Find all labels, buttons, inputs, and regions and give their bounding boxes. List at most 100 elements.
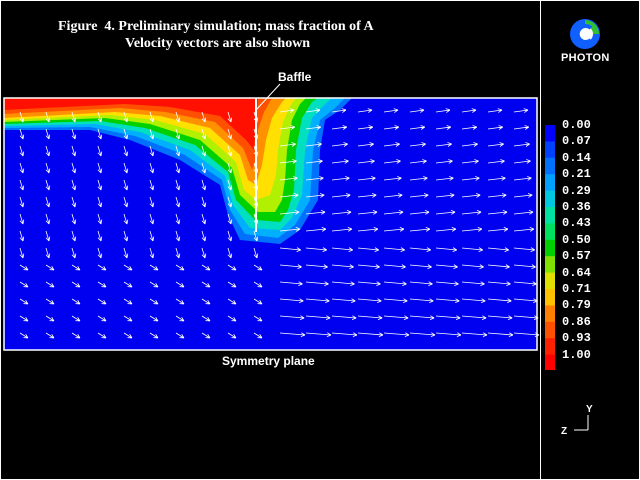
velocity-vector	[123, 179, 129, 191]
axis-triad: Y Z	[561, 404, 593, 437]
velocity-vector	[331, 125, 348, 130]
velocity-vector	[279, 332, 306, 338]
legend-value: 0.21	[562, 167, 591, 182]
velocity-vector	[513, 108, 529, 113]
velocity-vector	[409, 142, 426, 147]
velocity-vector	[97, 247, 103, 259]
velocity-vector	[253, 281, 263, 288]
velocity-vector	[383, 264, 406, 269]
velocity-vector	[97, 332, 107, 339]
velocity-vector	[279, 247, 302, 252]
velocity-vector	[253, 315, 263, 322]
velocity-vector	[383, 193, 403, 198]
velocity-vector	[305, 142, 322, 147]
velocity-vector	[71, 162, 77, 174]
velocity-vector	[227, 162, 233, 174]
velocity-vector	[175, 179, 181, 191]
velocity-vector	[97, 213, 103, 225]
velocity-vector	[253, 179, 259, 191]
axis-z-label: Z	[561, 426, 567, 437]
velocity-vector	[279, 281, 303, 287]
velocity-vector	[175, 230, 181, 242]
velocity-vector	[357, 108, 373, 113]
velocity-vector	[461, 142, 478, 147]
velocity-vector	[435, 176, 454, 181]
velocity-vector	[305, 298, 330, 304]
velocity-vector	[383, 210, 404, 215]
velocity-vector	[45, 332, 55, 339]
velocity-vector	[175, 145, 181, 157]
velocity-vector	[97, 196, 103, 208]
velocity-vector	[19, 145, 25, 157]
legend-swatch	[545, 141, 555, 159]
velocity-vector	[331, 142, 348, 147]
velocity-vector	[279, 210, 300, 215]
velocity-vector	[409, 332, 436, 338]
legend-swatch	[545, 354, 555, 370]
velocity-vector	[201, 179, 207, 191]
velocity-vector	[123, 128, 129, 140]
legend-swatch	[545, 338, 555, 356]
velocity-vector	[513, 298, 538, 304]
velocity-vector	[45, 213, 51, 225]
velocity-vector	[253, 196, 259, 208]
velocity-vector	[201, 230, 207, 242]
velocity-vector	[279, 108, 295, 113]
velocity-vector	[435, 108, 451, 113]
velocity-vector	[357, 210, 378, 215]
velocity-vector	[201, 128, 207, 140]
velocity-vector	[123, 213, 129, 225]
velocity-vector	[487, 193, 507, 198]
velocity-vector	[305, 281, 329, 287]
legend-value: 0.57	[562, 249, 591, 264]
simulation-plot	[3, 83, 540, 351]
velocity-vector	[19, 162, 25, 174]
velocity-vector	[409, 159, 427, 164]
velocity-vector	[409, 125, 426, 130]
velocity-vector	[461, 315, 487, 321]
velocity-vector	[45, 298, 55, 305]
velocity-vector	[487, 176, 506, 181]
velocity-vector	[253, 298, 263, 305]
velocity-vector	[123, 196, 129, 208]
velocity-vector	[19, 247, 25, 259]
velocity-vector	[331, 298, 356, 304]
velocity-vector	[97, 128, 103, 140]
velocity-vector	[175, 264, 185, 271]
velocity-vector	[305, 315, 331, 321]
legend-swatch	[545, 174, 555, 192]
velocity-vector	[253, 128, 259, 140]
velocity-vector	[513, 315, 539, 321]
velocity-vector	[123, 145, 129, 157]
velocity-vector	[461, 332, 488, 338]
velocity-vector	[227, 179, 233, 191]
velocity-vector	[383, 247, 406, 252]
velocity-vector	[123, 264, 133, 271]
velocity-vector	[71, 111, 77, 123]
legend-value: 0.43	[562, 216, 591, 231]
figure-title: Figure 4. Preliminary simulation; mass f…	[58, 19, 374, 34]
velocity-vector	[435, 281, 459, 287]
velocity-vector	[383, 142, 400, 147]
contour-band-8	[4, 98, 272, 170]
baffle-pointer	[255, 83, 281, 111]
velocity-vector	[357, 159, 375, 164]
velocity-vector	[253, 111, 259, 123]
velocity-vector	[279, 264, 302, 269]
velocity-vector	[201, 281, 211, 288]
velocity-vector	[331, 264, 354, 269]
velocity-vector	[435, 125, 452, 130]
velocity-vector	[331, 159, 349, 164]
velocity-vector	[435, 227, 457, 232]
velocity-vector	[461, 281, 485, 287]
velocity-vector	[45, 111, 51, 123]
velocity-vector	[123, 281, 133, 288]
velocity-vector	[175, 111, 181, 123]
velocity-vector	[513, 264, 536, 269]
velocity-vector	[149, 281, 159, 288]
velocity-vector	[123, 111, 129, 123]
velocity-vector	[201, 111, 207, 123]
velocity-vector	[357, 125, 374, 130]
velocity-vector	[435, 142, 452, 147]
velocity-vector	[383, 281, 407, 287]
